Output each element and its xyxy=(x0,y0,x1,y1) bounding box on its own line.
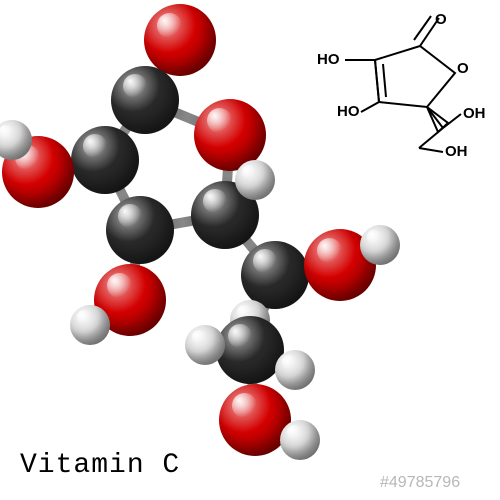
atom-c xyxy=(106,196,174,264)
atom-c xyxy=(216,316,284,384)
atom-c xyxy=(111,66,179,134)
atom-c xyxy=(71,126,139,194)
svg-text:O: O xyxy=(435,11,447,28)
atom-h xyxy=(280,420,320,460)
atom-h xyxy=(275,350,315,390)
structural-formula: O HO HO O OH OH xyxy=(315,10,495,160)
atom-h xyxy=(185,325,225,365)
atom-o xyxy=(144,4,216,76)
molecule-title: Vitamin C xyxy=(20,450,180,481)
atom-h xyxy=(70,305,110,345)
atom-h xyxy=(360,225,400,265)
svg-text:HO: HO xyxy=(317,51,340,68)
svg-text:OH: OH xyxy=(445,143,468,160)
svg-text:O: O xyxy=(457,60,469,77)
atom-h xyxy=(235,160,275,200)
svg-text:HO: HO xyxy=(337,103,360,120)
atom-c xyxy=(241,241,309,309)
watermark-id: #49785796 xyxy=(380,474,460,492)
svg-text:OH: OH xyxy=(463,105,486,122)
molecule-diagram: Vitamin C O HO HO O OH OH #49785796 xyxy=(0,0,500,500)
